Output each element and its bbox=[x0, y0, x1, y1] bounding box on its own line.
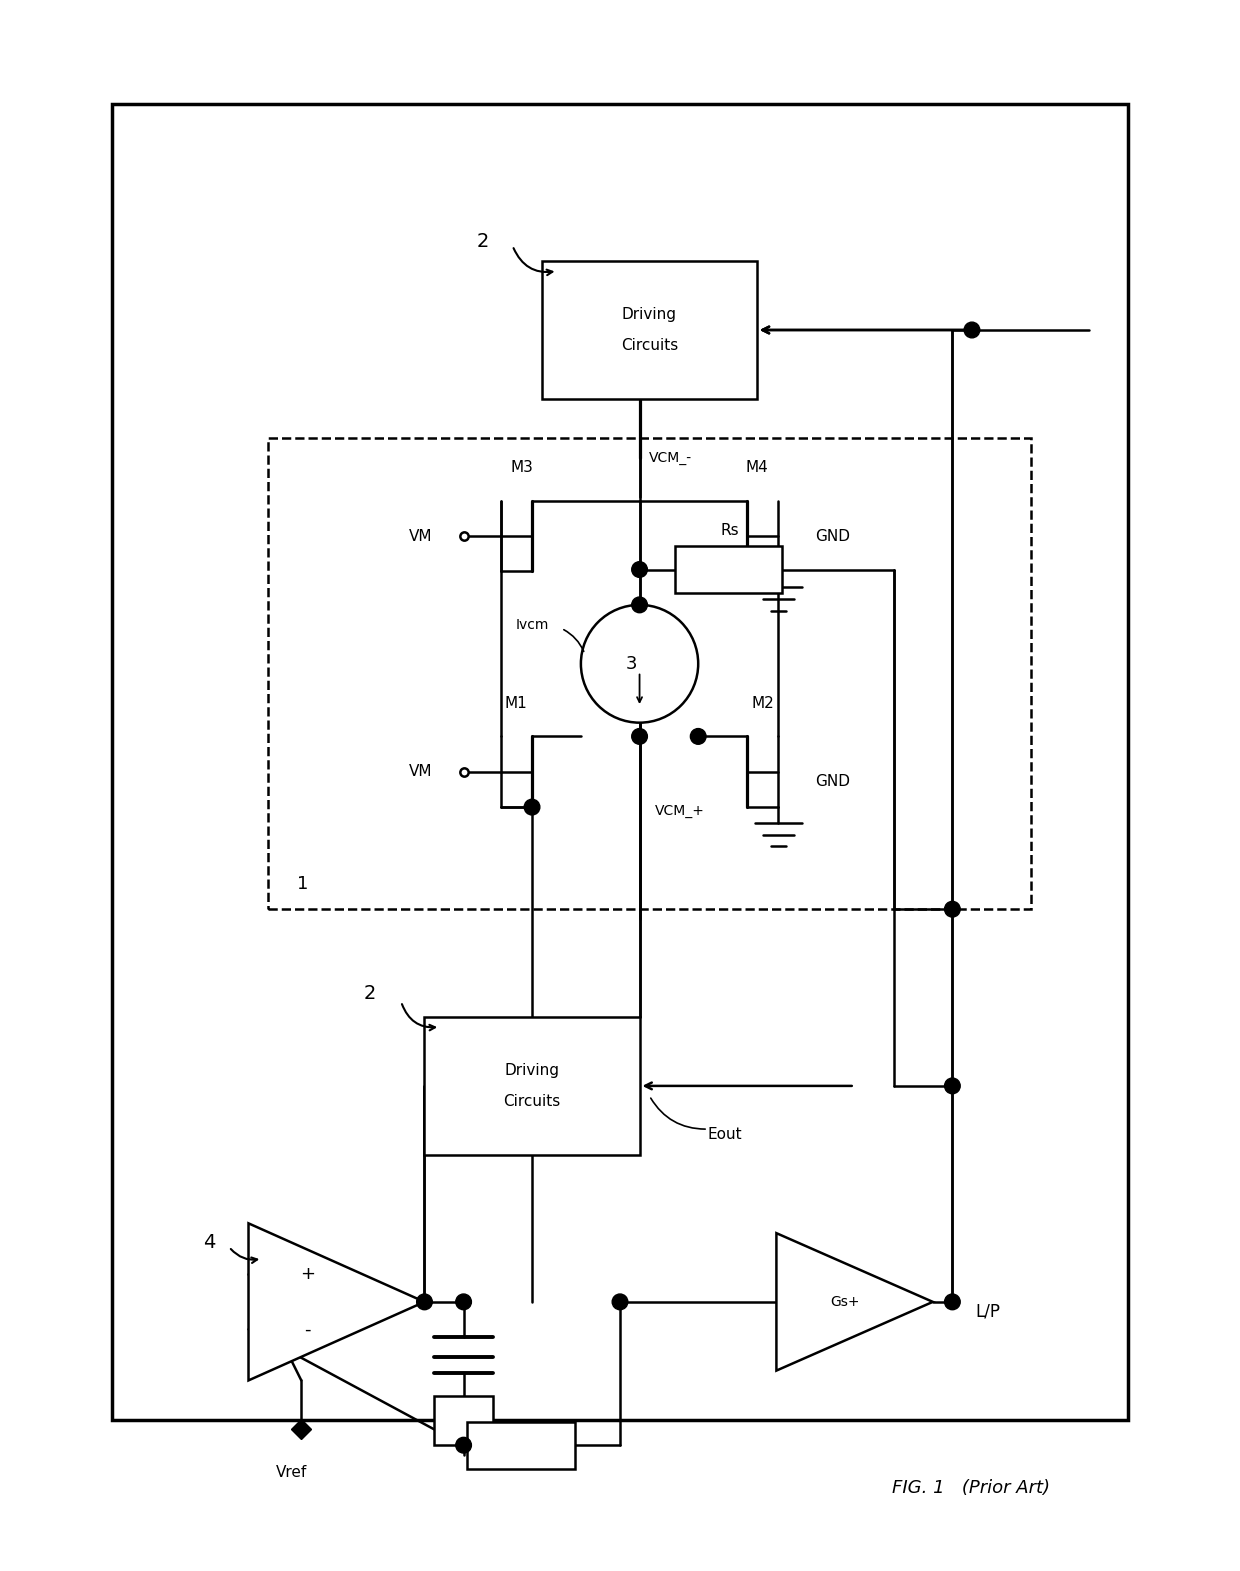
Text: M2: M2 bbox=[751, 696, 774, 710]
Bar bbox=[424, 1016, 640, 1155]
Bar bbox=[467, 1422, 575, 1469]
Text: M4: M4 bbox=[745, 460, 769, 474]
Circle shape bbox=[691, 729, 706, 745]
Text: 4: 4 bbox=[203, 1233, 216, 1252]
Circle shape bbox=[965, 322, 980, 338]
Bar bbox=[112, 104, 1128, 1420]
Text: 1: 1 bbox=[298, 875, 309, 894]
Bar bbox=[268, 438, 1030, 910]
Circle shape bbox=[945, 1078, 960, 1093]
Text: 2: 2 bbox=[363, 983, 376, 1004]
Text: Circuits: Circuits bbox=[503, 1093, 560, 1109]
Text: M3: M3 bbox=[511, 460, 533, 474]
Text: Driving: Driving bbox=[505, 1062, 559, 1078]
Text: VCM_-: VCM_- bbox=[650, 451, 692, 465]
Text: VM: VM bbox=[409, 529, 433, 544]
Text: VCM_+: VCM_+ bbox=[655, 804, 706, 818]
Circle shape bbox=[631, 597, 647, 613]
Text: Vref: Vref bbox=[277, 1466, 308, 1480]
Circle shape bbox=[580, 605, 698, 723]
Circle shape bbox=[525, 800, 539, 815]
Text: Ivcm: Ivcm bbox=[516, 617, 549, 632]
Circle shape bbox=[631, 729, 647, 745]
Text: L/P: L/P bbox=[976, 1302, 1001, 1321]
Polygon shape bbox=[248, 1224, 424, 1381]
Circle shape bbox=[456, 1437, 471, 1453]
Bar bbox=[542, 261, 756, 399]
Text: Gs+: Gs+ bbox=[830, 1295, 859, 1309]
Bar bbox=[675, 547, 782, 594]
Circle shape bbox=[631, 562, 647, 578]
Text: GND: GND bbox=[816, 775, 851, 789]
Text: Eout: Eout bbox=[708, 1128, 743, 1142]
Bar bbox=[434, 1397, 494, 1445]
Text: +: + bbox=[300, 1265, 315, 1284]
Circle shape bbox=[945, 902, 960, 917]
Text: Circuits: Circuits bbox=[621, 338, 678, 353]
Circle shape bbox=[613, 1295, 627, 1310]
Text: VM: VM bbox=[409, 764, 433, 779]
Circle shape bbox=[456, 1295, 471, 1310]
Text: 2: 2 bbox=[477, 233, 490, 251]
Circle shape bbox=[945, 1295, 960, 1310]
Text: Rs: Rs bbox=[720, 523, 739, 537]
Text: 3: 3 bbox=[626, 655, 637, 672]
Circle shape bbox=[417, 1295, 433, 1310]
Text: -: - bbox=[304, 1320, 310, 1338]
Polygon shape bbox=[776, 1233, 932, 1370]
Text: FIG. 1   (Prior Art): FIG. 1 (Prior Art) bbox=[892, 1480, 1050, 1497]
Text: GND: GND bbox=[816, 529, 851, 544]
Text: Driving: Driving bbox=[621, 306, 677, 322]
Text: M1: M1 bbox=[505, 696, 528, 710]
